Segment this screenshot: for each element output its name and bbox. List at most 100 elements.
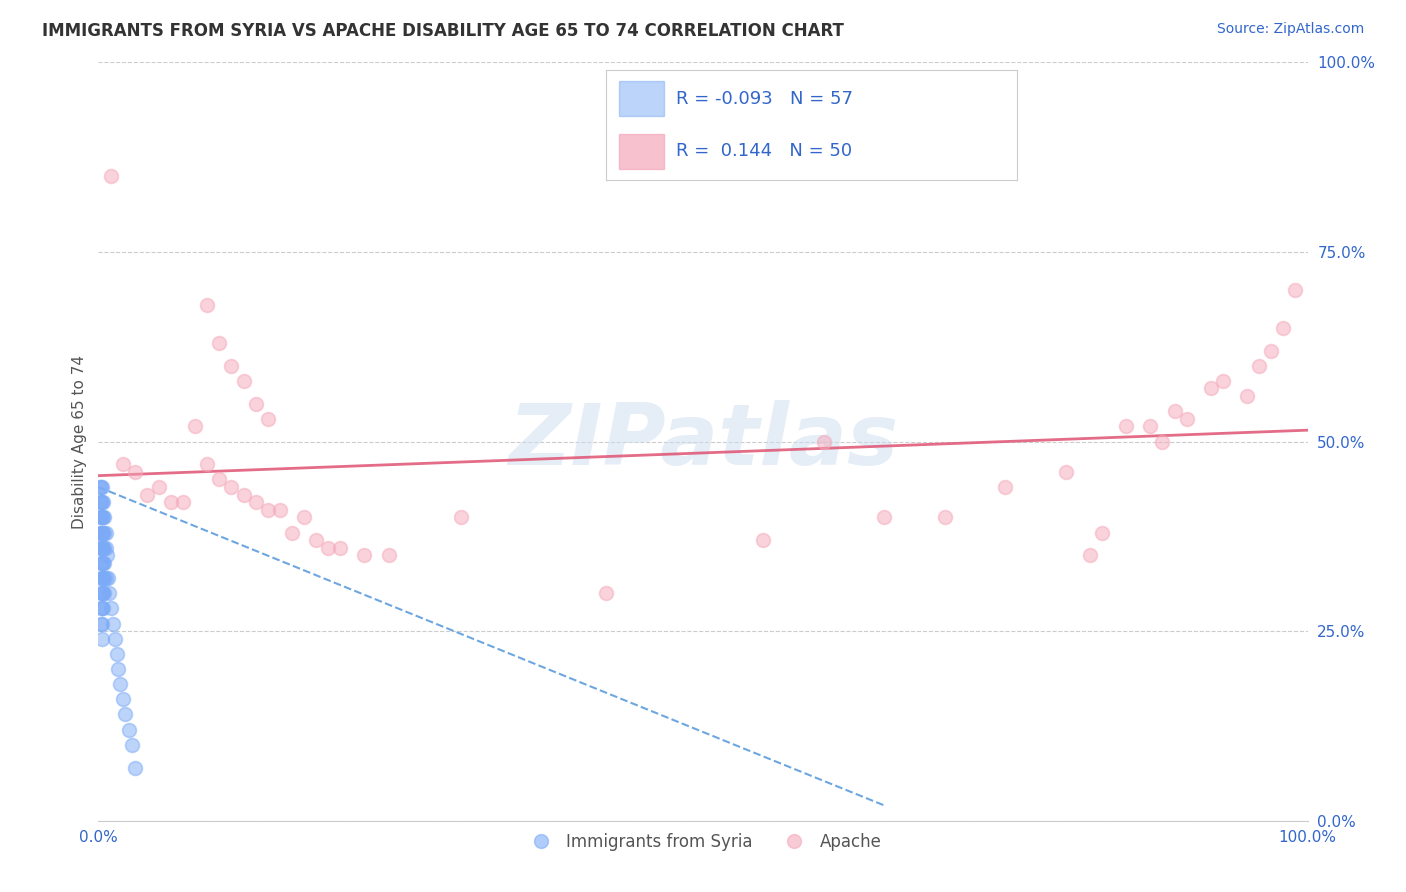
Point [91,495,114,509]
Point [172,495,194,509]
Point [195,458,218,472]
Point [813,434,835,449]
Point [377,548,399,563]
Text: Source: ZipAtlas.com: Source: ZipAtlas.com [1216,22,1364,37]
Point [1139,419,1161,434]
Point [994,480,1017,494]
Point [256,412,278,426]
Point [90,510,112,524]
Point [91,601,114,615]
Point [90,525,112,540]
Point [91,525,114,540]
Point [93,510,115,524]
Point [316,541,339,555]
Point [94,525,117,540]
Point [208,473,231,487]
Point [245,396,267,410]
Point [269,503,291,517]
Point [89,495,111,509]
Point [91,571,114,585]
Legend: Immigrants from Syria, Apache: Immigrants from Syria, Apache [517,827,889,858]
Point [305,533,328,548]
Point [1115,419,1137,434]
Point [91,632,114,646]
Point [91,571,114,585]
Point [1152,434,1174,449]
Point [90,495,112,509]
Point [91,495,114,509]
Point [281,525,304,540]
Point [100,169,122,184]
Point [91,586,114,600]
Point [91,601,114,615]
Point [595,586,617,600]
Point [91,616,114,631]
Point [1199,382,1222,396]
Point [450,510,472,524]
Point [873,510,896,524]
Point [90,480,112,494]
Point [105,647,128,661]
Point [96,548,118,563]
Point [91,510,114,524]
Point [208,335,231,350]
Point [93,525,115,540]
Point [101,616,124,631]
Point [1175,412,1198,426]
Point [90,571,112,585]
Point [90,616,112,631]
Point [292,510,315,524]
Point [104,632,127,646]
Point [90,541,112,555]
Point [91,541,114,555]
Point [97,571,120,585]
Point [114,707,136,722]
Point [93,556,115,570]
Point [91,525,114,540]
Point [98,586,121,600]
Point [1260,343,1282,358]
Point [89,525,111,540]
Point [1249,359,1271,373]
Point [89,541,111,555]
Point [124,760,146,774]
Point [135,487,157,501]
Point [111,692,134,706]
Point [148,480,170,494]
Y-axis label: Disability Age 65 to 74: Disability Age 65 to 74 [72,354,87,529]
Point [89,510,111,524]
Point [160,495,183,509]
Point [118,723,141,737]
Point [245,495,267,509]
Point [91,480,114,494]
Point [90,556,112,570]
Point [124,465,146,479]
Point [1236,389,1258,403]
Point [108,677,131,691]
Point [107,662,129,676]
Point [934,510,956,524]
Point [90,586,112,600]
Point [94,541,117,555]
Point [91,586,114,600]
Point [93,541,115,555]
Point [89,480,111,494]
Point [111,458,134,472]
Point [232,487,254,501]
Point [100,601,122,615]
Point [91,556,114,570]
Point [1054,465,1077,479]
Point [221,480,243,494]
Text: ZIPatlas: ZIPatlas [508,400,898,483]
Point [1078,548,1101,563]
Point [256,503,278,517]
Point [94,571,117,585]
Point [752,533,775,548]
Point [90,601,112,615]
Point [1212,374,1234,388]
Point [353,548,375,563]
Point [121,738,143,752]
Point [1272,320,1295,334]
Point [1091,525,1114,540]
Point [93,571,115,585]
